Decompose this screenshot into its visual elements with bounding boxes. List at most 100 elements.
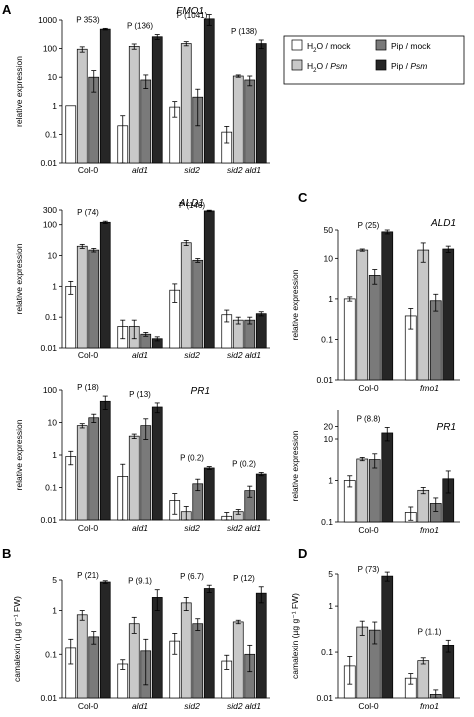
bar-H2O_Psm <box>356 249 369 381</box>
category-label: Col-0 <box>78 165 99 175</box>
y-tick-label: 50 <box>324 225 334 235</box>
bar-Pip_Psm <box>381 575 394 699</box>
bar-Pip_mock <box>88 417 100 521</box>
y-tick-label: 10 <box>48 72 58 82</box>
y-tick-label: 0.1 <box>45 483 57 493</box>
category-label: sid2 <box>184 165 200 175</box>
y-tick-label: 0.01 <box>316 693 333 703</box>
panel-0: A FMO1 1000 100 10 1 0.1 0.01 relative expressio… <box>2 2 270 175</box>
bar-H2O_Psm <box>417 249 430 381</box>
bar-H2O_Psm <box>417 660 430 699</box>
panel-letter: A <box>2 2 12 17</box>
category-label: Col-0 <box>78 523 99 533</box>
p-value-label: P (146) <box>179 201 205 210</box>
p-value-label: P (1041) <box>177 11 208 20</box>
bar-Pip_Psm <box>203 467 215 521</box>
y-tick-label: 1 <box>328 294 333 304</box>
panel-3: B 5 1 0.1 0.01 camalexin (µg g⁻¹ FW) Col-0 P (2… <box>2 546 270 711</box>
category-label: sid2 <box>184 523 200 533</box>
bar-Pip_Psm <box>99 221 111 349</box>
p-value-label: P (136) <box>127 22 153 31</box>
p-value-label: P (0.2) <box>180 454 204 463</box>
y-tick-label: 300 <box>43 205 57 215</box>
y-tick-label: 0.1 <box>45 312 57 322</box>
category-label: Col-0 <box>358 701 379 711</box>
legend-swatch-Pip_mock <box>375 39 387 51</box>
gene-label: PR1 <box>437 422 456 433</box>
category-label: sid2 ald1 <box>227 701 261 711</box>
p-value-label: P (8.8) <box>357 414 381 423</box>
p-value-label: P (21) <box>77 571 99 580</box>
bar-Pip_Psm <box>381 231 394 381</box>
y-tick-label: 100 <box>43 385 57 395</box>
category-label: Col-0 <box>78 701 99 711</box>
category-label: Col-0 <box>358 383 379 393</box>
y-axis-label: camalexin (µg g⁻¹ FW) <box>12 596 22 682</box>
bar-Pip_mock <box>429 300 442 381</box>
p-value-label: P (13) <box>129 390 151 399</box>
y-tick-label: 10 <box>48 418 58 428</box>
y-tick-label: 20 <box>324 422 334 432</box>
category-label: Col-0 <box>78 350 99 360</box>
legend-box <box>283 35 465 85</box>
y-tick-label: 0.01 <box>40 515 57 525</box>
bar-Pip_Psm <box>442 248 455 381</box>
legend-label: Pip / mock <box>391 41 431 51</box>
y-axis-label: relative expression <box>14 243 24 314</box>
category-label: sid2 <box>184 701 200 711</box>
bar-Pip_Psm <box>255 313 267 349</box>
category-label: sid2 ald1 <box>227 350 261 360</box>
gene-label: FMO1 <box>176 6 204 17</box>
bar-Pip_Psm <box>255 592 267 699</box>
panel-letter: D <box>298 546 307 561</box>
bar-H2O_Psm <box>180 242 192 349</box>
panel-5: PR1 20 10 1 0.1 relative expression Col-0 P (8.… <box>290 410 460 535</box>
y-tick-label: 1 <box>328 476 333 486</box>
legend-label: H2O / Psm <box>307 61 347 74</box>
category-label: fmo1 <box>420 701 439 711</box>
y-axis-label: relative expression <box>290 430 300 501</box>
y-tick-label: 1 <box>52 450 57 460</box>
bar-H2O_Psm <box>76 425 88 521</box>
bar-H2O_Psm <box>180 602 192 699</box>
bar-Pip_Psm <box>203 588 215 699</box>
category-label: sid2 <box>184 350 200 360</box>
bar-Pip_Psm <box>99 400 111 521</box>
bar-Pip_mock <box>88 636 100 699</box>
panel-letter: C <box>298 190 308 205</box>
bar-H2O_Psm <box>356 458 369 523</box>
bar-H2O_Psm <box>128 623 140 699</box>
bar-Pip_mock <box>88 249 100 349</box>
bar-H2O_Psm <box>76 614 88 699</box>
y-tick-label: 10 <box>324 434 334 444</box>
bar-H2O_mock <box>65 286 77 349</box>
y-tick-label: 0.01 <box>40 693 57 703</box>
bar-Pip_mock <box>192 259 204 349</box>
bar-H2O_Psm <box>76 48 88 164</box>
legend-swatch-H2O_Psm <box>291 59 303 71</box>
p-value-label: P (12) <box>233 574 255 583</box>
y-tick-label: 5 <box>52 575 57 585</box>
bar-Pip_mock <box>368 459 381 523</box>
bar-Pip_Psm <box>99 581 111 699</box>
p-value-label: P 353) <box>76 15 100 24</box>
bar-H2O_Psm <box>128 435 140 521</box>
bar-Pip_Psm <box>203 18 215 164</box>
y-tick-label: 0.1 <box>321 517 333 527</box>
category-label: ald1 <box>132 350 148 360</box>
y-tick-label: 0.1 <box>321 334 333 344</box>
p-value-label: P (9.1) <box>128 577 152 586</box>
panel-6: D 5 1 0.1 0.01 camalexin (µg g⁻¹ FW) Col-0 P (7… <box>290 546 460 711</box>
y-tick-label: 10 <box>48 251 58 261</box>
p-value-label: P (18) <box>77 383 99 392</box>
panel-1: ALD1 300 100 10 1 0.1 0.01 relative expression C… <box>14 198 270 360</box>
bar-H2O_Psm <box>128 45 140 164</box>
y-tick-label: 0.01 <box>40 343 57 353</box>
y-tick-label: 1 <box>52 101 57 111</box>
y-axis-label: relative expression <box>14 56 24 127</box>
bar-Pip_Psm <box>151 406 163 521</box>
category-label: sid2 ald1 <box>227 165 261 175</box>
bar-H2O_mock <box>65 456 77 521</box>
y-tick-label: 1 <box>52 606 57 616</box>
